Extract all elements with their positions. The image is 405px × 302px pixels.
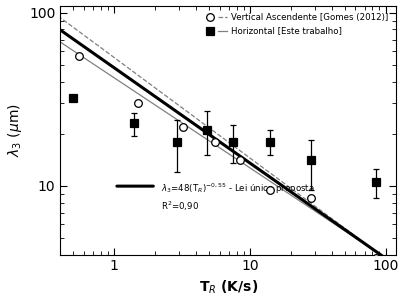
Vertical Ascendente [Gomes (2012)] <box>267 188 272 191</box>
Vertical Ascendente [Gomes (2012)] <box>238 159 243 162</box>
Vertical Ascendente [Gomes (2012)] <box>180 125 185 128</box>
Vertical Ascendente [Gomes (2012)] <box>212 140 217 143</box>
Vertical Ascendente [Gomes (2012)] <box>136 101 141 105</box>
Vertical Ascendente [Gomes (2012)] <box>77 54 81 58</box>
Text: R$^{2}$=0,90: R$^{2}$=0,90 <box>161 199 199 213</box>
Y-axis label: $\lambda$$_{3}$ ($\mu$m): $\lambda$$_{3}$ ($\mu$m) <box>6 103 23 157</box>
Line: Vertical Ascendente [Gomes (2012)]: Vertical Ascendente [Gomes (2012)] <box>75 53 380 262</box>
Text: $\lambda$$_{3}$=48(T$_{R}$)$^{-0,55}$ - Lei única proposta: $\lambda$$_{3}$=48(T$_{R}$)$^{-0,55}$ - … <box>161 182 315 196</box>
Vertical Ascendente [Gomes (2012)] <box>373 257 378 260</box>
Vertical Ascendente [Gomes (2012)] <box>308 196 313 200</box>
Legend: Vertical Ascendente [Gomes (2012)], Horizontal [Este trabalho]: Vertical Ascendente [Gomes (2012)], Hori… <box>202 10 392 39</box>
X-axis label: T$_{R}$ (K/s): T$_{R}$ (K/s) <box>199 279 258 297</box>
